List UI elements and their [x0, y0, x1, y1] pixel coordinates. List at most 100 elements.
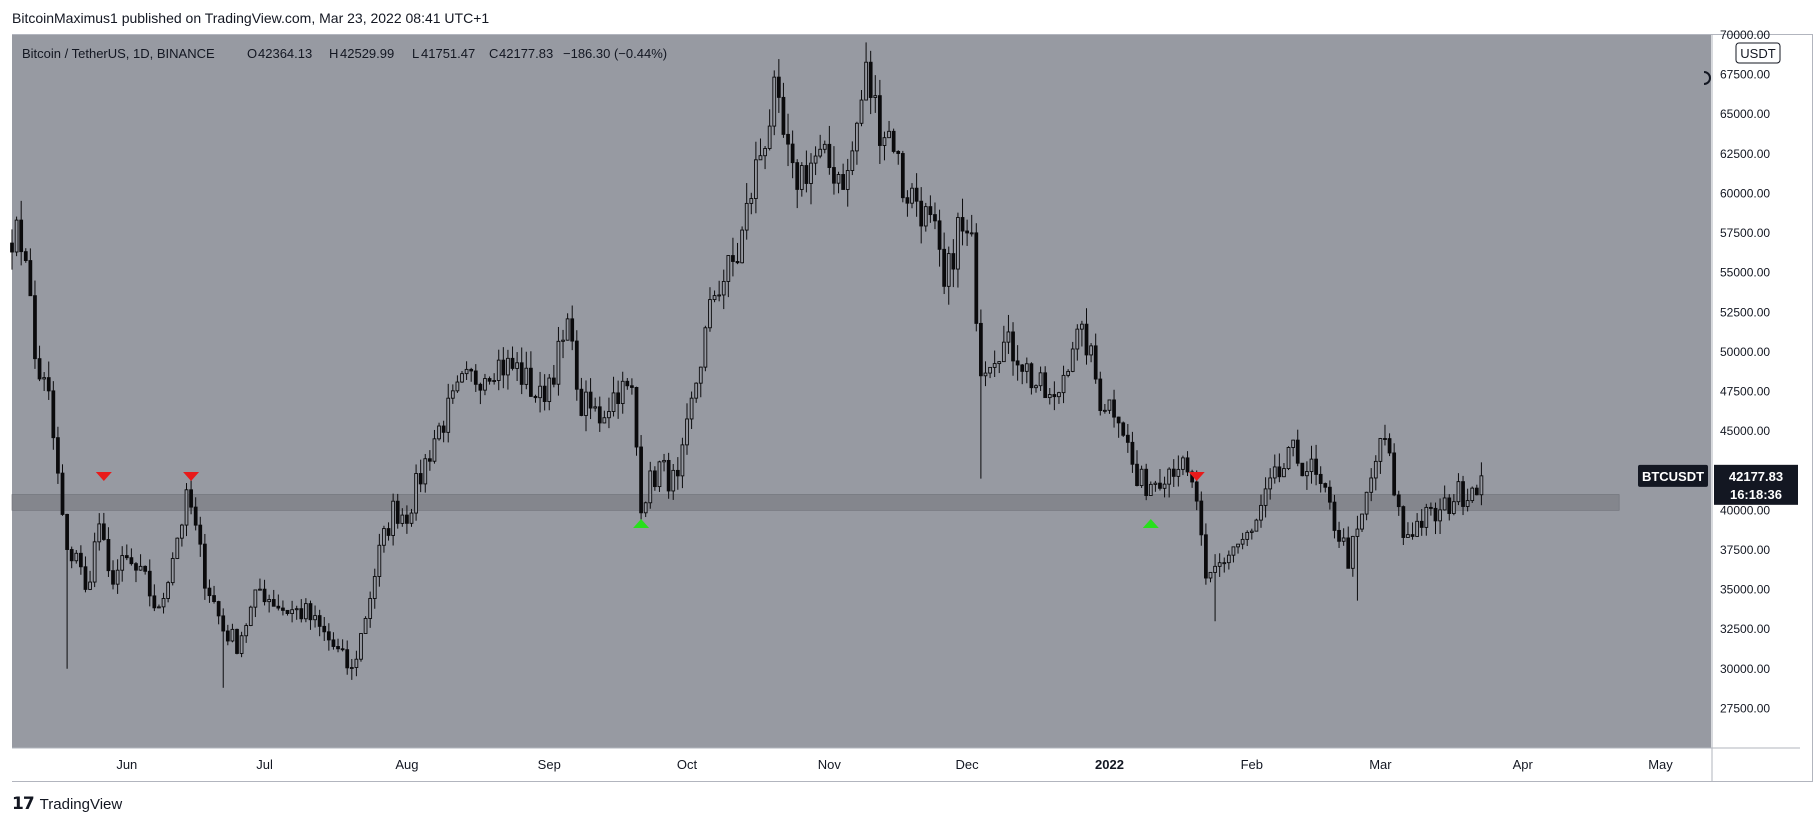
candle-body: [28, 260, 33, 297]
candle-body: [427, 458, 432, 462]
plot-background: [12, 35, 1711, 748]
candle-body: [1144, 468, 1149, 496]
candle-body: [1410, 534, 1415, 537]
price-tick-label: 47500.00: [1720, 385, 1770, 399]
candle-body: [1208, 571, 1213, 579]
resistance-marker: [95, 472, 112, 482]
candle-body: [496, 359, 501, 381]
time-tick-label: Feb: [1241, 757, 1263, 772]
candle-body: [1429, 506, 1433, 509]
publisher-caption: BitcoinMaximus1 published on TradingView…: [12, 10, 490, 26]
candle-body: [855, 122, 859, 152]
price-tick-label: 50000.00: [1720, 345, 1770, 359]
candle-body: [942, 248, 947, 287]
currency-label: USDT: [1740, 46, 1775, 61]
candle-body: [216, 601, 221, 617]
candle-body: [712, 295, 717, 301]
candle-body: [189, 489, 193, 508]
candle-body: [1245, 531, 1250, 540]
candle-body: [946, 253, 951, 287]
candle-body: [492, 380, 497, 382]
candle-body: [1419, 520, 1424, 528]
candle-body: [1424, 506, 1429, 528]
candle-body: [611, 392, 616, 412]
candle-body: [267, 599, 272, 603]
currency-badge[interactable]: USDT: [1735, 42, 1781, 64]
auto-scale-icon[interactable]: [1703, 71, 1711, 85]
change-value: −186.30 (−0.44%): [563, 46, 667, 61]
candle-body: [354, 658, 359, 668]
candle-body: [772, 76, 777, 127]
candle-body: [414, 473, 418, 514]
candle-body: [905, 197, 910, 204]
symbol-title[interactable]: Bitcoin / TetherUS, 1D, BINANCE: [22, 46, 215, 61]
time-tick-label: Jul: [256, 757, 273, 772]
candle-body: [175, 537, 180, 559]
support-zone: [11, 494, 1620, 511]
candle-body: [1249, 530, 1254, 533]
candle-body: [1093, 345, 1098, 380]
candle-body: [1171, 468, 1176, 477]
candle-body: [207, 587, 212, 597]
candle-body: [561, 339, 565, 342]
candle-body: [138, 565, 143, 571]
candle-body: [1291, 439, 1296, 448]
candle-body: [570, 318, 575, 342]
candle-body: [1327, 486, 1332, 503]
candle-body: [607, 411, 611, 419]
candle-body: [1259, 504, 1263, 521]
candle-body: [235, 628, 239, 654]
candle-body: [221, 615, 226, 632]
candle-body: [1447, 497, 1452, 514]
candle-body: [1006, 331, 1011, 343]
low-label: L: [412, 46, 419, 61]
candle-body: [900, 153, 905, 199]
candle-body: [441, 425, 446, 433]
candle-body: [1406, 534, 1410, 538]
candle-body: [620, 380, 625, 405]
candle-body: [1323, 483, 1328, 488]
candle-body: [437, 425, 441, 440]
candle-body: [134, 563, 138, 571]
candle-body: [919, 200, 924, 227]
candle-body: [1102, 409, 1107, 412]
candle-body: [372, 576, 377, 599]
candle-body: [65, 513, 69, 550]
candle-body: [184, 489, 189, 526]
time-axis-background[interactable]: [12, 748, 1800, 781]
candle-body: [276, 605, 281, 609]
ohlc-legend: Bitcoin / TetherUS, 1D, BINANCE O 42364.…: [22, 46, 667, 61]
candle-body: [322, 625, 327, 633]
candle-body: [703, 327, 708, 368]
tradingview-footer[interactable]: 𝟭𝟳 TradingView: [12, 794, 122, 814]
price-axis-background[interactable]: [1712, 35, 1800, 748]
candle-body: [1034, 385, 1038, 389]
markers-layer: [95, 472, 1205, 529]
candle-body: [1318, 473, 1323, 484]
high-label: H: [329, 46, 338, 61]
time-tick-label: Aug: [395, 757, 418, 772]
candle-body: [423, 458, 428, 485]
candle-body: [832, 167, 836, 184]
candle-body: [813, 155, 818, 164]
candle-body: [754, 159, 758, 199]
price-tick-label: 70000.00: [1720, 28, 1770, 42]
candle-body: [1112, 399, 1116, 418]
candle-body: [1456, 481, 1461, 503]
resistance-marker: [1188, 472, 1205, 482]
candle-body: [432, 438, 437, 462]
candle-body: [1373, 460, 1378, 479]
candle-body: [317, 615, 322, 627]
open-label: O: [247, 46, 257, 61]
candle-body: [923, 206, 928, 227]
candle-body: [111, 570, 115, 585]
price-chart[interactable]: 27500.00 30000.00 32500.00 35000.00 37500.00…: [0, 0, 1813, 790]
candle-body: [88, 581, 92, 590]
candle-body: [983, 372, 988, 377]
candle-body: [1020, 364, 1025, 372]
candles-layer: [10, 42, 1484, 688]
candle-body: [1341, 537, 1346, 542]
candle-body: [92, 541, 97, 583]
high-value: 42529.99: [340, 46, 394, 61]
candle-body: [180, 524, 184, 539]
